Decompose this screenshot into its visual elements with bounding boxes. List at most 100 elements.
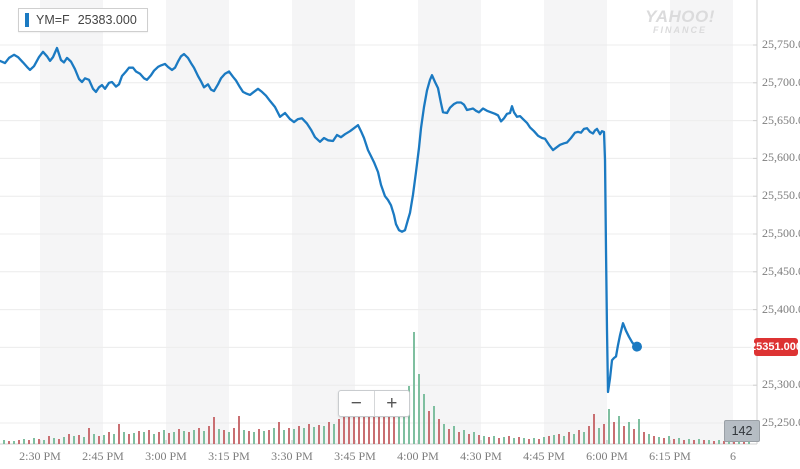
volume-bar bbox=[428, 411, 430, 444]
volume-bar bbox=[98, 436, 100, 444]
volume-bar bbox=[153, 434, 155, 444]
volume-bar bbox=[548, 436, 550, 444]
volume-bar bbox=[668, 436, 670, 444]
price-axis-label: 25,650.000 bbox=[762, 112, 800, 127]
volume-bar bbox=[663, 438, 665, 444]
volume-bar bbox=[678, 438, 680, 444]
time-axis-label: 6:00 PM bbox=[586, 449, 628, 463]
volume-bar bbox=[623, 426, 625, 444]
volume-bar bbox=[123, 432, 125, 444]
volume-bar bbox=[8, 441, 10, 444]
volume-bar bbox=[183, 431, 185, 444]
volume-bar bbox=[748, 441, 750, 444]
volume-bar bbox=[118, 424, 120, 444]
volume-bar bbox=[213, 417, 215, 444]
volume-bar bbox=[453, 426, 455, 444]
volume-bar bbox=[648, 434, 650, 444]
volume-bar bbox=[178, 429, 180, 444]
volume-bar bbox=[168, 433, 170, 444]
volume-bar bbox=[403, 404, 405, 444]
volume-bar bbox=[33, 438, 35, 444]
volume-bar bbox=[103, 435, 105, 444]
volume-bar bbox=[163, 430, 165, 444]
volume-bar bbox=[203, 431, 205, 444]
volume-bar bbox=[333, 424, 335, 444]
time-axis-label: 3:00 PM bbox=[145, 449, 187, 463]
time-band-stripe bbox=[670, 0, 733, 444]
volume-bar bbox=[383, 413, 385, 444]
volume-bar bbox=[308, 424, 310, 444]
volume-bar bbox=[568, 432, 570, 444]
volume-bar bbox=[263, 431, 265, 444]
zoom-out-button[interactable]: − bbox=[339, 391, 375, 416]
volume-bar bbox=[488, 437, 490, 444]
price-axis-label: 25,400.000 bbox=[762, 301, 800, 316]
legend-symbol: YM=F bbox=[36, 13, 70, 27]
time-axis-label: 6:15 PM bbox=[649, 449, 691, 463]
volume-bar bbox=[148, 430, 150, 444]
volume-bar bbox=[13, 441, 15, 444]
time-axis-label: 4:00 PM bbox=[397, 449, 439, 463]
count-badge: 142 bbox=[724, 420, 760, 442]
yahoo-logo-text: YAHOO! bbox=[645, 7, 715, 26]
volume-bar bbox=[243, 430, 245, 444]
time-band-stripe bbox=[418, 0, 481, 444]
time-axis-label: 2:45 PM bbox=[82, 449, 124, 463]
volume-bar bbox=[208, 426, 210, 444]
time-band-stripe bbox=[40, 0, 103, 444]
volume-bar bbox=[73, 436, 75, 444]
volume-bar bbox=[193, 430, 195, 444]
volume-bar bbox=[508, 436, 510, 444]
volume-bar bbox=[723, 441, 725, 444]
volume-bar bbox=[138, 431, 140, 444]
volume-bar bbox=[543, 437, 545, 444]
volume-bar bbox=[68, 434, 70, 444]
volume-bar bbox=[738, 441, 740, 444]
volume-bar bbox=[313, 427, 315, 444]
volume-bar bbox=[628, 422, 630, 444]
volume-bar bbox=[718, 440, 720, 444]
volume-bar bbox=[233, 428, 235, 444]
volume-bar bbox=[458, 432, 460, 444]
volume-bar bbox=[553, 435, 555, 444]
volume-bar bbox=[468, 434, 470, 444]
time-band-stripe bbox=[544, 0, 607, 444]
volume-bar bbox=[728, 440, 730, 444]
volume-bar bbox=[538, 439, 540, 444]
volume-bar bbox=[433, 406, 435, 444]
volume-bar bbox=[638, 419, 640, 444]
volume-bar bbox=[423, 394, 425, 444]
time-axis-label: 3:30 PM bbox=[271, 449, 313, 463]
volume-bar bbox=[373, 411, 375, 444]
volume-bar bbox=[83, 437, 85, 444]
zoom-in-button[interactable]: + bbox=[386, 393, 398, 414]
volume-bar bbox=[593, 414, 595, 444]
price-axis-label: 25,300.000 bbox=[762, 377, 800, 392]
volume-bar bbox=[93, 434, 95, 444]
volume-bar bbox=[703, 440, 705, 444]
volume-bar bbox=[173, 432, 175, 444]
volume-bar bbox=[58, 439, 60, 444]
time-band-stripe bbox=[292, 0, 355, 444]
volume-bar bbox=[393, 414, 395, 444]
volume-bar bbox=[248, 431, 250, 444]
volume-bar bbox=[343, 414, 345, 444]
volume-bar bbox=[88, 428, 90, 444]
volume-bar bbox=[3, 440, 5, 444]
volume-bar bbox=[388, 411, 390, 444]
volume-bar bbox=[418, 374, 420, 444]
volume-bar bbox=[693, 440, 695, 444]
volume-bar bbox=[443, 424, 445, 444]
volume-bar bbox=[743, 441, 745, 444]
volume-bar bbox=[533, 438, 535, 444]
volume-bar bbox=[38, 439, 40, 444]
volume-bar bbox=[348, 412, 350, 444]
volume-bar bbox=[518, 437, 520, 444]
legend-price: 25383.000 bbox=[77, 13, 137, 27]
volume-bar bbox=[558, 434, 560, 444]
last-price-badge: 25351.000 bbox=[750, 338, 800, 356]
volume-bar bbox=[258, 429, 260, 444]
price-line[interactable] bbox=[0, 46, 639, 394]
